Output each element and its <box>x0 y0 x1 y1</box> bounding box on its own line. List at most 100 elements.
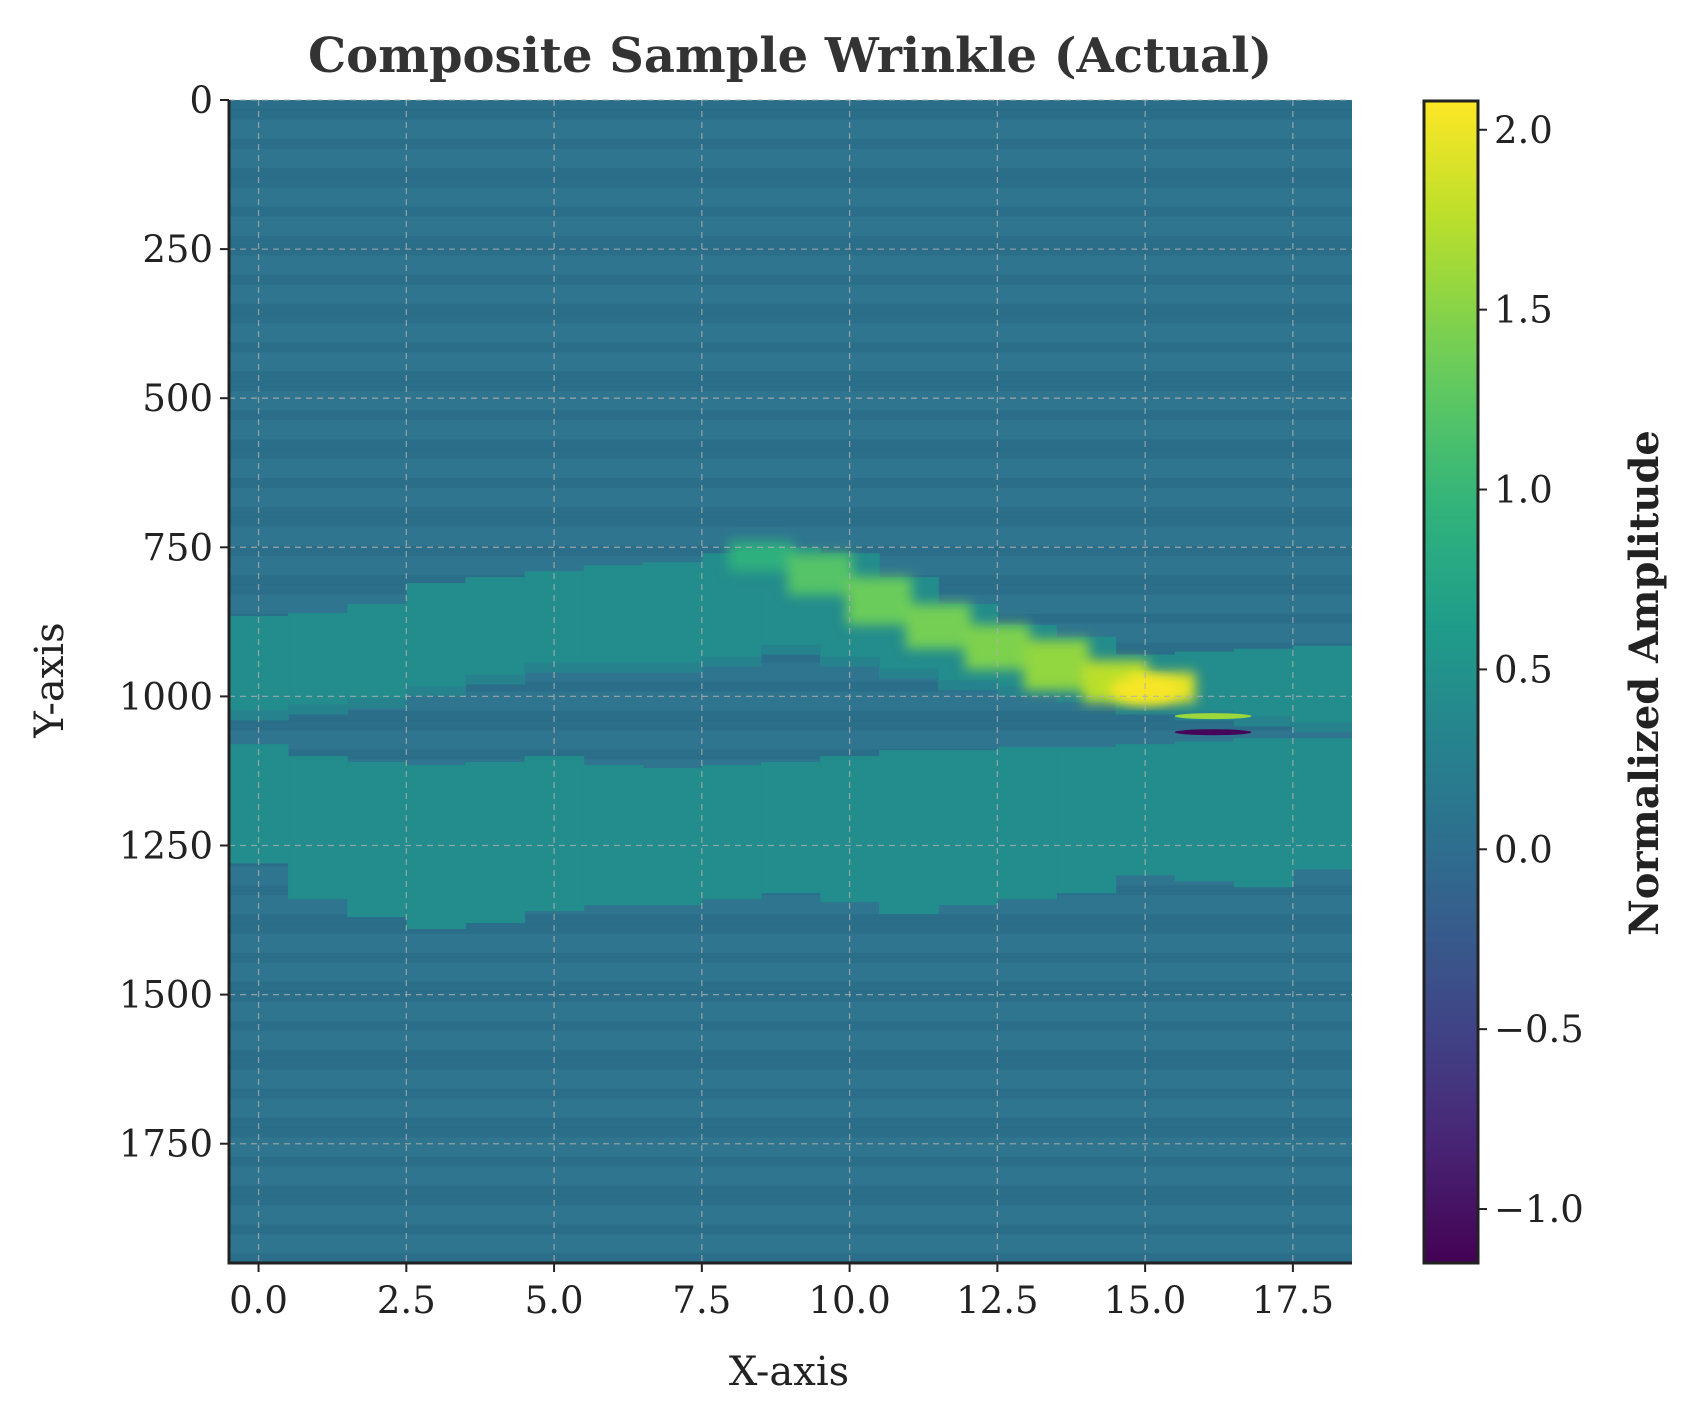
heatmap-texture-row <box>229 1001 1352 1011</box>
heatmap-region-2-cell <box>465 762 526 924</box>
heatmap-texture-row <box>229 138 1352 149</box>
heatmap-texture-row <box>229 1079 1352 1089</box>
y-tick-label: 1000 <box>119 675 213 718</box>
heatmap-texture-row <box>229 720 1352 731</box>
heatmap-region-edge <box>229 710 289 721</box>
heatmap-texture-row <box>229 1147 1352 1157</box>
heatmap-image <box>229 100 1352 1263</box>
wrinkle-band-segment <box>905 603 971 649</box>
heatmap-texture-row <box>229 1185 1352 1196</box>
heatmap-texture-row <box>229 952 1352 964</box>
heatmap-texture-row <box>229 1020 1352 1031</box>
hotspot-peak <box>1109 676 1182 705</box>
y-tick-label: 250 <box>142 228 213 271</box>
heatmap-texture-row <box>229 420 1352 430</box>
heatmap-texture-row <box>229 284 1352 294</box>
heatmap-texture-row <box>229 109 1352 120</box>
heatmap-texture-row <box>229 516 1352 527</box>
heatmap-region-2-cell <box>701 764 762 900</box>
heatmap-region-edge <box>701 656 762 667</box>
heatmap-texture-row <box>229 177 1352 188</box>
heatmap-texture-row <box>229 400 1352 410</box>
heatmap-texture-row <box>229 972 1352 982</box>
heatmap-texture-row <box>229 352 1352 362</box>
heatmap-region-edge <box>760 644 821 655</box>
wrinkle-band-segment <box>728 541 794 572</box>
heatmap-texture-row <box>229 1195 1352 1206</box>
heatmap-region-2-cell <box>1174 741 1235 882</box>
wrinkle-band-segment <box>787 553 853 596</box>
heatmap-texture-row <box>229 526 1352 536</box>
heatmap-texture-row <box>229 497 1352 507</box>
heatmap-texture-row <box>229 430 1352 440</box>
heatmap-texture-row <box>229 439 1352 450</box>
heatmap-texture-row <box>229 1040 1352 1050</box>
colorbar: −1.0 −0.5 0.0 0.5 1.0 1.5 2.0 <box>1422 99 1584 1265</box>
heatmap-texture-row <box>229 148 1352 158</box>
heatmap-texture-row <box>229 914 1352 925</box>
heatmap-region-1-cell <box>701 553 762 667</box>
heatmap-texture-row <box>229 1253 1352 1263</box>
heatmap-texture-row <box>229 410 1352 421</box>
heatmap-region-edge <box>524 662 585 673</box>
heatmap-texture-row <box>229 245 1352 256</box>
heatmap-region-2-cell <box>760 762 821 894</box>
colorbar-tick-label: 1.5 <box>1494 289 1553 332</box>
heatmap-texture-row <box>229 933 1352 943</box>
heatmap-texture-row <box>229 294 1352 304</box>
colorbar-gradient <box>1424 101 1478 1263</box>
heatmap-texture-row <box>229 943 1352 953</box>
heatmap-region-edge <box>347 698 407 709</box>
heatmap-region-edge <box>879 668 939 679</box>
heatmap-region-edge <box>938 680 998 691</box>
heatmap-texture-row <box>229 313 1352 324</box>
heatmap-region-edge <box>288 704 348 715</box>
grid-lines <box>229 99 1352 1263</box>
chart-title: Composite Sample Wrinkle (Actual) <box>308 28 1272 84</box>
heatmap-texture-row <box>229 265 1352 275</box>
heatmap-texture-row <box>229 1088 1352 1099</box>
heatmap-texture-row <box>229 323 1352 333</box>
heatmap-texture-row <box>229 255 1352 265</box>
heatmap-texture-row <box>229 488 1352 498</box>
y-tick-label: 750 <box>142 526 213 569</box>
colorbar-tick-label: 2.0 <box>1494 109 1553 152</box>
heatmap-region-2-cell <box>1292 738 1352 870</box>
heatmap-texture-row <box>229 652 1352 663</box>
heatmap-region-edge <box>1292 722 1352 733</box>
heatmap-texture-row <box>229 274 1352 285</box>
heatmap-texture-row <box>229 1108 1352 1118</box>
colorbar-tick-label: −1.0 <box>1494 1188 1584 1231</box>
heatmap-texture-row <box>229 197 1352 207</box>
heatmap-texture-row <box>229 1011 1352 1021</box>
heatmap-texture-row <box>229 1205 1352 1215</box>
x-tick-label: 7.5 <box>672 1279 731 1322</box>
thin-feature-1 <box>1174 713 1252 720</box>
x-tick-label: 17.5 <box>1252 1279 1334 1322</box>
heatmap-region-edge <box>406 686 467 697</box>
heatmap-texture-row <box>229 507 1352 518</box>
heatmap-region-2-cell <box>288 756 348 900</box>
heatmap-region-1-cell <box>1233 648 1294 727</box>
heatmap-texture-row <box>229 1176 1352 1186</box>
y-axis-label: Y-axis <box>27 622 73 738</box>
heatmap-texture-row <box>229 981 1352 993</box>
x-tick-label: 0.0 <box>229 1279 288 1322</box>
wrinkle-band-segment <box>846 577 912 625</box>
heatmap-texture-row <box>229 391 1352 401</box>
plot-area <box>229 100 1352 1263</box>
heatmap-region-2-cell <box>1233 738 1294 888</box>
heatmap-texture-row <box>229 1059 1352 1070</box>
heatmap-texture-row <box>229 362 1352 372</box>
heatmap-texture-row <box>229 1156 1352 1167</box>
heatmap-texture-row <box>229 1166 1352 1176</box>
heatmap-texture-row <box>229 1234 1352 1244</box>
heatmap-texture-row <box>229 303 1352 314</box>
y-tick-label: 0 <box>189 79 213 122</box>
colorbar-label: Normalized Amplitude <box>1621 430 1668 936</box>
heatmap-texture-row <box>229 923 1352 934</box>
heatmap-texture-row <box>229 1069 1352 1079</box>
heatmap-texture-row <box>229 1049 1352 1060</box>
heatmap-texture-row <box>229 477 1352 489</box>
heatmap-texture-row <box>229 1030 1352 1040</box>
